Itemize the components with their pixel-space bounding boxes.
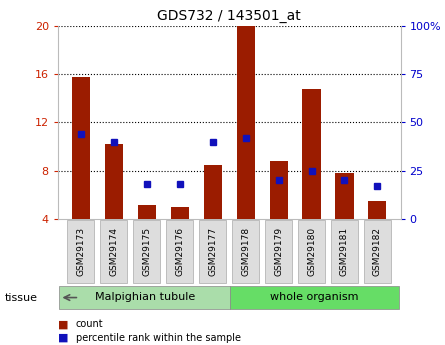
Bar xyxy=(364,220,391,283)
Bar xyxy=(232,220,259,283)
Bar xyxy=(298,220,325,283)
Bar xyxy=(237,26,255,219)
Text: GSM29179: GSM29179 xyxy=(274,227,283,276)
Bar xyxy=(368,201,387,219)
Text: GSM29182: GSM29182 xyxy=(373,227,382,276)
Bar xyxy=(303,89,320,219)
Bar xyxy=(72,77,90,219)
Text: GSM29176: GSM29176 xyxy=(175,227,184,276)
Title: GDS732 / 143501_at: GDS732 / 143501_at xyxy=(157,9,301,23)
Text: GSM29177: GSM29177 xyxy=(208,227,217,276)
Bar xyxy=(265,220,292,283)
Text: tissue: tissue xyxy=(4,293,37,303)
Bar xyxy=(101,220,127,283)
Text: GSM29178: GSM29178 xyxy=(241,227,250,276)
Text: ■: ■ xyxy=(58,319,69,329)
Text: count: count xyxy=(76,319,103,329)
Bar xyxy=(67,220,94,283)
Text: GSM29175: GSM29175 xyxy=(142,227,151,276)
Text: ■: ■ xyxy=(58,333,69,343)
Bar xyxy=(204,165,222,219)
Bar xyxy=(60,286,230,309)
Bar xyxy=(199,220,226,283)
Bar xyxy=(270,161,287,219)
Text: GSM29174: GSM29174 xyxy=(109,227,118,276)
Bar xyxy=(134,220,160,283)
Text: GSM29181: GSM29181 xyxy=(340,227,349,276)
Bar xyxy=(331,220,358,283)
Text: GSM29173: GSM29173 xyxy=(77,227,85,276)
Text: Malpighian tubule: Malpighian tubule xyxy=(94,292,195,302)
Text: whole organism: whole organism xyxy=(270,292,359,302)
Bar xyxy=(230,286,399,309)
Text: GSM29180: GSM29180 xyxy=(307,227,316,276)
Bar xyxy=(336,173,353,219)
Text: percentile rank within the sample: percentile rank within the sample xyxy=(76,333,241,343)
Bar xyxy=(171,207,189,219)
Bar xyxy=(166,220,193,283)
Bar xyxy=(105,144,123,219)
Bar xyxy=(138,205,156,219)
